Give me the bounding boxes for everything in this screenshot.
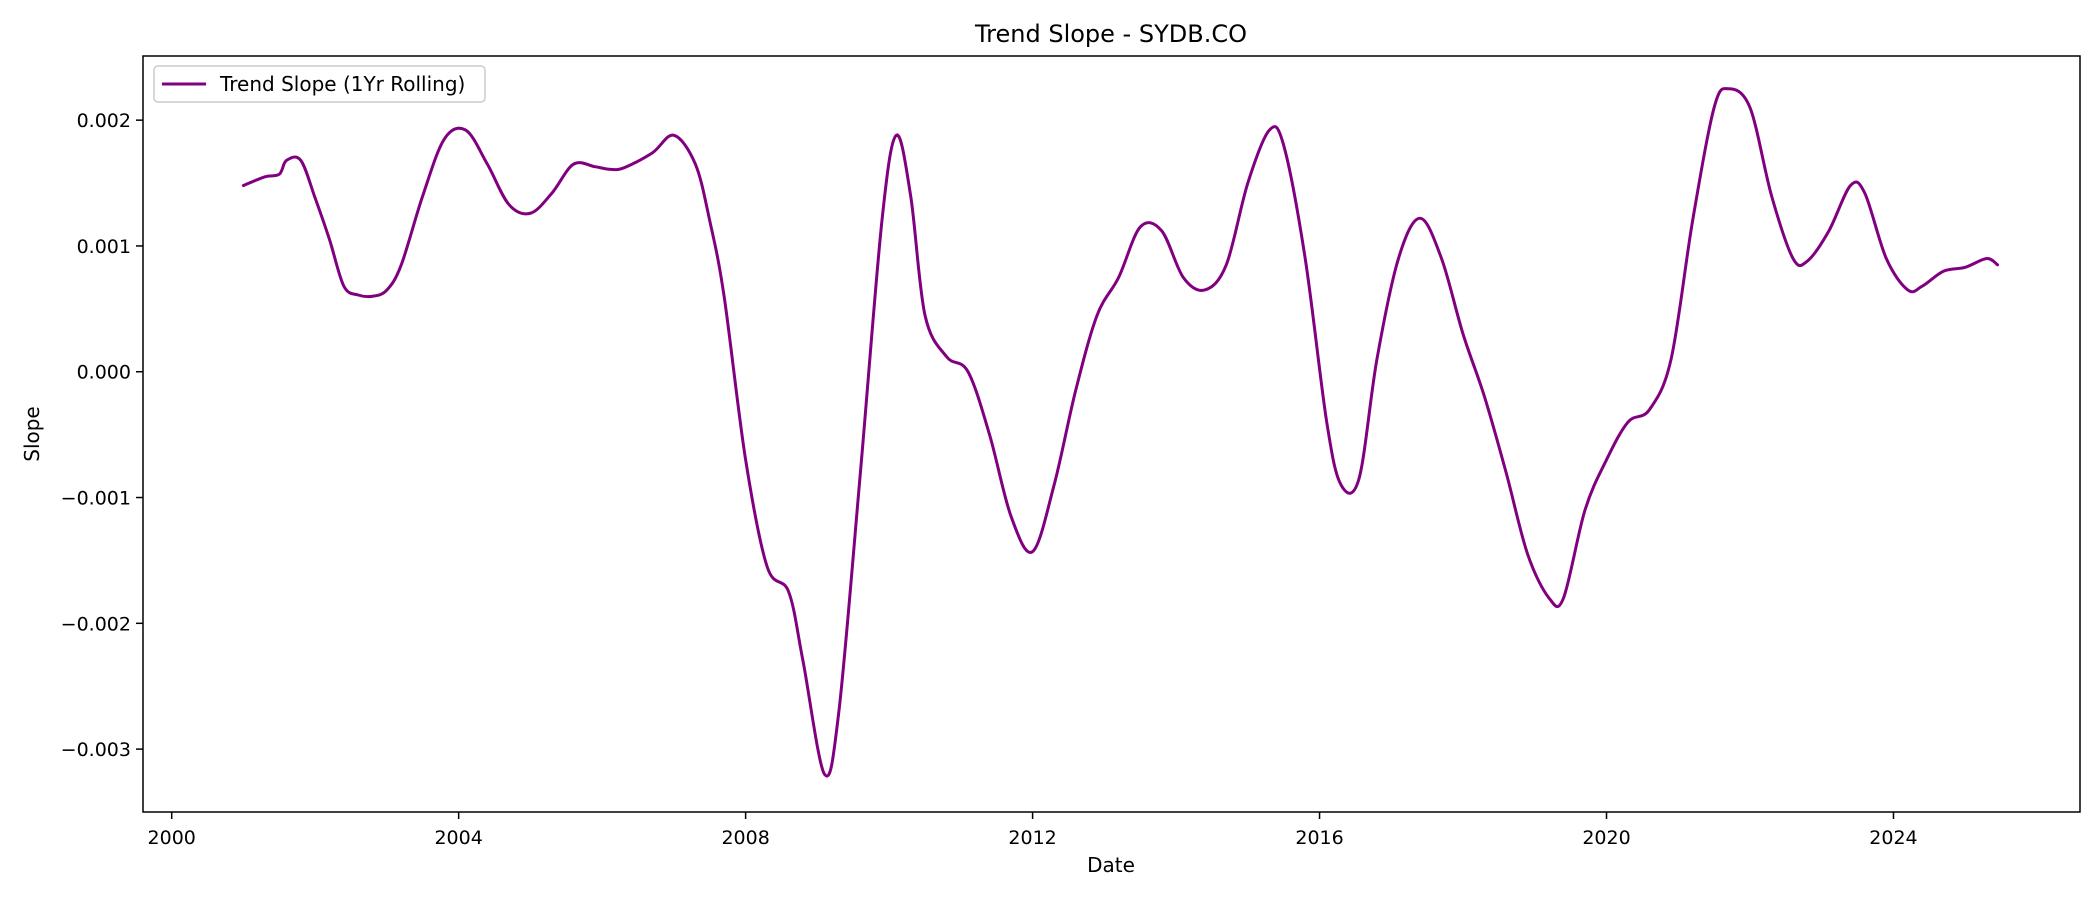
plot-frame	[142, 55, 2081, 813]
x-tick-label: 2004	[434, 827, 482, 849]
y-tick-label: −0.002	[61, 613, 131, 635]
x-axis-title: Date	[1087, 853, 1135, 877]
y-axis-title: Slope	[20, 406, 44, 462]
chart-title: Trend Slope - SYDB.CO	[974, 20, 1247, 48]
x-tick-label: 2024	[1869, 827, 1917, 849]
x-tick-label: 2016	[1295, 827, 1343, 849]
y-tick-label: −0.001	[61, 488, 131, 510]
y-tick-label: −0.003	[61, 739, 131, 761]
x-axis: 2000 2004 2008 2012 2016 2020 2024	[148, 812, 1918, 849]
legend-box	[153, 65, 486, 103]
x-tick-label: 2008	[721, 827, 769, 849]
legend-label: Trend Slope (1Yr Rolling)	[219, 72, 465, 96]
x-tick-label: 2020	[1582, 827, 1630, 849]
y-tick-label: 0.000	[77, 362, 131, 384]
y-axis: 0.002 0.001 0.000 −0.001 −0.002 −0.003	[61, 110, 143, 761]
x-tick-label: 2000	[148, 827, 196, 849]
y-tick-label: 0.001	[77, 236, 131, 258]
x-tick-label: 2012	[1008, 827, 1056, 849]
plot-area: 2000 2004 2008 2012 2016 2020 2024 0.0020.0010…	[61, 55, 2081, 849]
y-tick-label: 0.002	[77, 110, 131, 132]
legend: Trend Slope (1Yr Rolling)	[153, 65, 486, 103]
series-line-trend-slope	[241, 87, 1999, 778]
